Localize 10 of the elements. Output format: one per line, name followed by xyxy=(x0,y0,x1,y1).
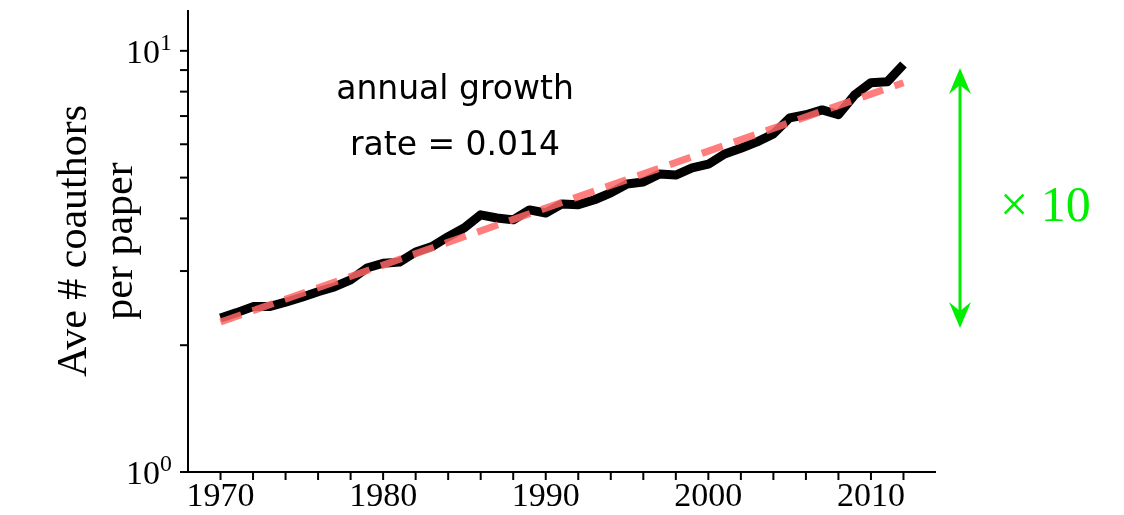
text: × 10 xyxy=(1000,175,1091,233)
y-tick-label: 10$^{1}$ xyxy=(126,28,172,70)
annotation: annual growth rate = 0.014 xyxy=(335,67,575,165)
x-tick-label: 1990 xyxy=(511,476,580,514)
x-tick-label: 1980 xyxy=(349,476,418,514)
x-tick-label: 2000 xyxy=(674,476,743,514)
x-tick-label: 2010 xyxy=(836,476,905,514)
x-tick-label: 1970 xyxy=(186,476,255,514)
y-axis-title: Ave # coauthors per paper xyxy=(49,103,141,380)
y-tick-label: 10$^{0}$ xyxy=(126,450,172,491)
